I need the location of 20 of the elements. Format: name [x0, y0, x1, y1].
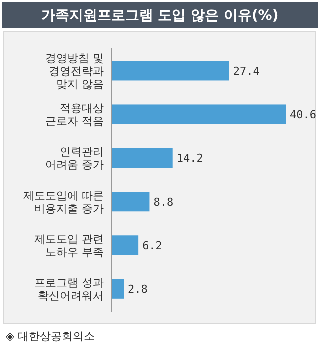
y-tick-label: 적용대상 근로자 적음	[46, 102, 104, 128]
text: ◈ 대한상공회의소	[6, 330, 95, 343]
y-tick-label: 제도도입 관련 노하우 부족	[34, 232, 104, 259]
data-label: 8.8	[154, 196, 174, 209]
data-label: 40.6	[290, 108, 316, 122]
y-tick-label: 프로그램 성과 확신어려워서	[34, 276, 104, 303]
chart-title: 가족지원프로그램 도입 않은 이유(%)	[41, 8, 279, 24]
bar	[112, 236, 139, 256]
data-label: 14.2	[176, 152, 204, 166]
y-tick-label: 인력관리 어려움 증가	[46, 146, 104, 172]
data-label: 27.4	[233, 64, 260, 78]
data-label: 2.8	[128, 283, 148, 296]
y-tick-label: 제도도입에 따른 비용지출 증가	[24, 189, 104, 216]
bar	[112, 148, 173, 168]
bar	[112, 104, 286, 124]
y-tick-label: 경영방침 및 경영전략과 맞지 않음	[46, 52, 104, 91]
bar	[112, 192, 150, 212]
data-label: 6.2	[142, 239, 162, 252]
bar	[112, 61, 230, 81]
bar	[112, 279, 124, 299]
